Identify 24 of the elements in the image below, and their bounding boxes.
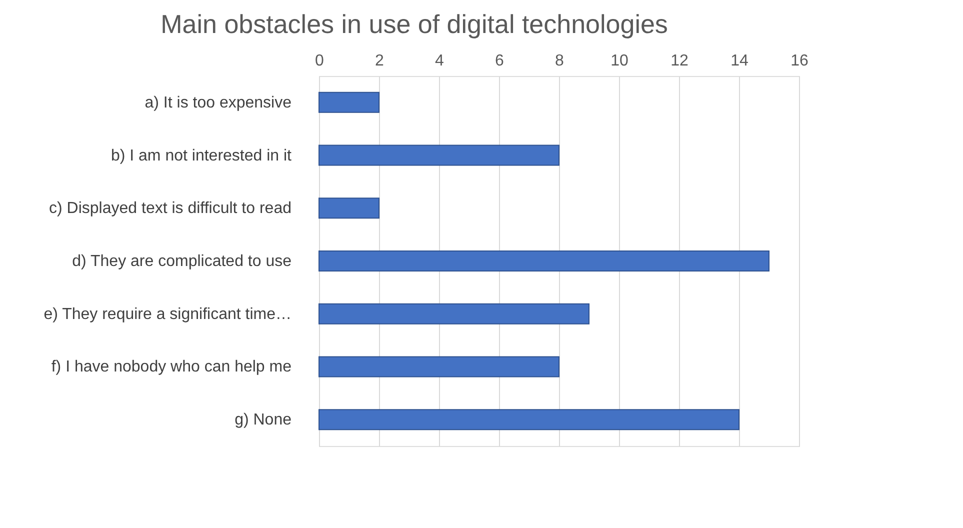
bar <box>318 92 380 113</box>
x-tick-label: 2 <box>375 52 384 70</box>
y-tick-label: d) They are complicated to use <box>72 253 292 270</box>
bar <box>318 409 740 430</box>
x-tick-label: 4 <box>435 52 444 70</box>
x-tick-label: 8 <box>555 52 564 70</box>
y-tick-label: b) I am not interested in it <box>110 147 292 164</box>
x-tick-label: 12 <box>670 52 688 70</box>
x-tick-label: 10 <box>610 52 628 70</box>
chart-title: Main obstacles in use of digital technologies <box>160 9 668 39</box>
bar <box>318 250 770 272</box>
x-tick-label: 6 <box>495 52 504 70</box>
y-tick-label: f) I have nobody who can help me <box>51 358 292 376</box>
bar <box>318 198 380 219</box>
bar <box>318 356 560 378</box>
bar <box>318 303 590 324</box>
y-tick-label: e) They require a significant time… <box>44 306 292 323</box>
y-tick-label: a) It is too expensive <box>144 94 292 112</box>
x-tick-label: 16 <box>790 52 808 70</box>
x-tick-label: 0 <box>315 52 324 70</box>
x-tick-label: 14 <box>730 52 748 70</box>
y-tick-label: c) Displayed text is difficult to read <box>49 200 292 218</box>
y-tick-label: g) None <box>234 412 292 429</box>
bar <box>318 144 560 166</box>
